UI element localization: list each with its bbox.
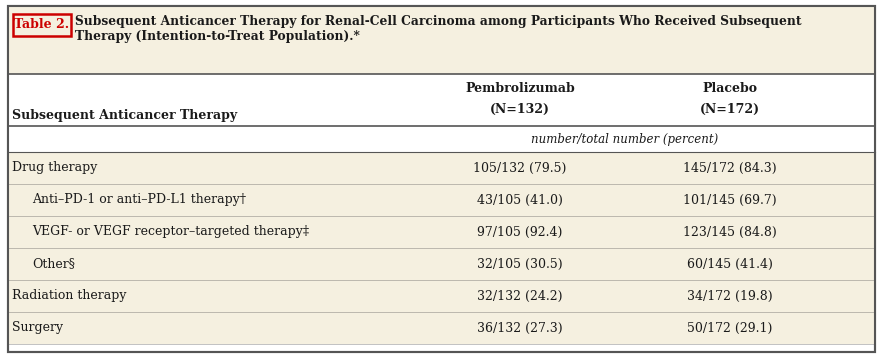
- Text: Drug therapy: Drug therapy: [12, 161, 97, 174]
- Bar: [8, 74, 875, 126]
- Text: (N=172): (N=172): [700, 103, 760, 116]
- Text: Surgery: Surgery: [12, 321, 63, 334]
- Bar: [8, 216, 875, 248]
- Text: 50/172 (29.1): 50/172 (29.1): [687, 321, 773, 334]
- Text: Radiation therapy: Radiation therapy: [12, 290, 126, 303]
- Text: number/total number (percent): number/total number (percent): [532, 132, 719, 145]
- Text: Subsequent Anticancer Therapy: Subsequent Anticancer Therapy: [12, 110, 238, 122]
- Text: 36/132 (27.3): 36/132 (27.3): [477, 321, 562, 334]
- Text: 101/145 (69.7): 101/145 (69.7): [683, 194, 777, 207]
- Bar: [8, 184, 875, 216]
- Bar: [13, 14, 71, 36]
- Text: 105/132 (79.5): 105/132 (79.5): [473, 161, 567, 174]
- Text: 145/172 (84.3): 145/172 (84.3): [683, 161, 777, 174]
- Bar: [8, 312, 875, 344]
- Text: 60/145 (41.4): 60/145 (41.4): [687, 257, 773, 271]
- Bar: [8, 152, 875, 184]
- Text: 123/145 (84.8): 123/145 (84.8): [683, 226, 777, 238]
- Bar: [8, 248, 875, 280]
- Text: Placebo: Placebo: [703, 82, 758, 95]
- Text: VEGF- or VEGF receptor–targeted therapy‡: VEGF- or VEGF receptor–targeted therapy‡: [32, 226, 309, 238]
- Text: 32/132 (24.2): 32/132 (24.2): [477, 290, 562, 303]
- Text: Pembrolizumab: Pembrolizumab: [465, 82, 575, 95]
- Text: Anti–PD-1 or anti–PD-L1 therapy†: Anti–PD-1 or anti–PD-L1 therapy†: [32, 194, 246, 207]
- Bar: [8, 126, 875, 152]
- Text: 97/105 (92.4): 97/105 (92.4): [478, 226, 562, 238]
- Text: Table 2.: Table 2.: [14, 19, 70, 32]
- Bar: [8, 6, 875, 74]
- Bar: [8, 280, 875, 312]
- Text: (N=132): (N=132): [490, 103, 550, 116]
- Text: Other§: Other§: [32, 257, 75, 271]
- Text: 43/105 (41.0): 43/105 (41.0): [477, 194, 563, 207]
- Text: 32/105 (30.5): 32/105 (30.5): [477, 257, 562, 271]
- Text: 34/172 (19.8): 34/172 (19.8): [687, 290, 773, 303]
- Text: Subsequent Anticancer Therapy for Renal-Cell Carcinoma among Participants Who Re: Subsequent Anticancer Therapy for Renal-…: [75, 15, 802, 43]
